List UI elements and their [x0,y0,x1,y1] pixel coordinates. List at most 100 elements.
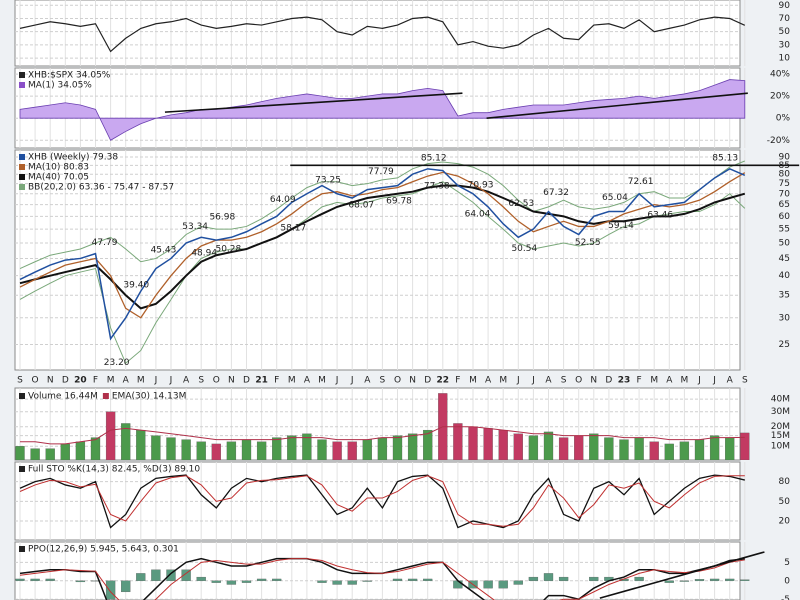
x-tick-label: A [364,376,371,386]
legend-swatch [19,164,25,170]
bar [256,441,267,460]
price-annotation: 23.20 [104,358,130,368]
bar [679,441,690,460]
x-tick-label: D [243,376,250,386]
plot [15,542,750,600]
line [19,16,746,53]
bar [362,439,372,460]
y-tick-label: 65 [779,200,790,210]
x-tick-label: N [409,376,416,386]
bar [121,423,131,460]
x-tick-label: M [137,376,145,386]
bar [30,578,40,581]
plot [15,462,746,540]
x-tick-label: 21 [255,376,268,386]
bar [392,578,403,581]
bar [332,580,342,585]
x-tick-label: J [335,376,339,386]
y-tick-label: 50 [779,497,791,507]
bar [30,448,40,460]
bar [151,569,161,581]
x-tick-label: F [637,376,642,386]
bar [151,435,161,460]
y-tick-label: 10M [771,442,790,452]
bar [226,580,237,585]
bar [105,411,116,460]
bar [664,443,674,460]
area [19,79,746,141]
x-tick-label: A [485,376,492,386]
bar [181,439,191,460]
x-tick-label: M [650,376,658,386]
price-annotation: 68.07 [348,200,374,210]
x-tick-label: A [666,376,673,386]
legend-swatch [19,393,25,399]
bar [256,578,267,581]
bar [407,578,418,581]
panel [14,541,741,600]
bar [740,432,750,460]
bar [317,439,327,460]
x-tick-label: A [183,376,190,386]
legend-swatch [19,154,25,160]
x-tick-label: O [32,376,39,386]
legend-label: XHB:$SPX 34.05% [28,71,111,81]
bar [211,443,221,460]
line [19,475,745,527]
line [19,160,745,269]
bar [302,433,312,460]
x-tick-label: J [154,376,158,386]
price-annotation: 52.55 [575,238,601,248]
x-tick-label: 23 [618,376,631,386]
y-tick-label: 10 [779,54,791,64]
legend-swatch [19,466,25,472]
bar [407,433,418,460]
bar [287,435,297,460]
price-annotation: 56.98 [209,212,235,222]
bar [619,439,629,460]
y-tick-label: 40% [770,70,790,80]
y-tick-label: 20% [770,92,790,102]
bar [513,580,523,585]
bar [272,578,282,581]
bar [362,580,372,582]
price-annotation: 39.40 [123,280,149,290]
bar [558,437,569,460]
bar [60,443,70,460]
x-tick-label: M [288,376,296,386]
bar [211,580,221,583]
x-tick-label: 22 [437,376,450,386]
x-tick-label: D [424,376,431,386]
bar [589,576,599,581]
y-tick-label: 20M [771,422,790,432]
x-tick-label: N [47,376,54,386]
y-tick-label: 40M [771,395,790,405]
line [20,426,745,445]
y-tick-label: 25 [779,340,790,350]
price-annotation: 48.94 [191,249,217,259]
bar [709,578,720,581]
bar [45,578,55,581]
y-tick-label: 50 [779,27,791,37]
bar [483,580,493,589]
bar [181,569,191,581]
y-tick-label: 60 [779,212,791,222]
bar [196,441,206,460]
bar [136,573,146,581]
bar [423,429,433,460]
legend-label: MA(10) 80.83 [28,163,89,173]
legend-label: MA(1) 34.05% [28,81,92,91]
bar [75,441,86,460]
legend-swatch [19,184,25,190]
bar [498,580,508,589]
y-tick-label: 30M [771,407,790,417]
bar [105,580,116,600]
legend-label: EMA(30) 14.13M [112,392,186,402]
x-tick-label: J [697,376,701,386]
x-tick-label: 20 [74,376,87,386]
x-tick-label: J [531,376,535,386]
x-tick-label: D [605,376,612,386]
x-tick-label: J [350,376,354,386]
plot [15,150,746,370]
